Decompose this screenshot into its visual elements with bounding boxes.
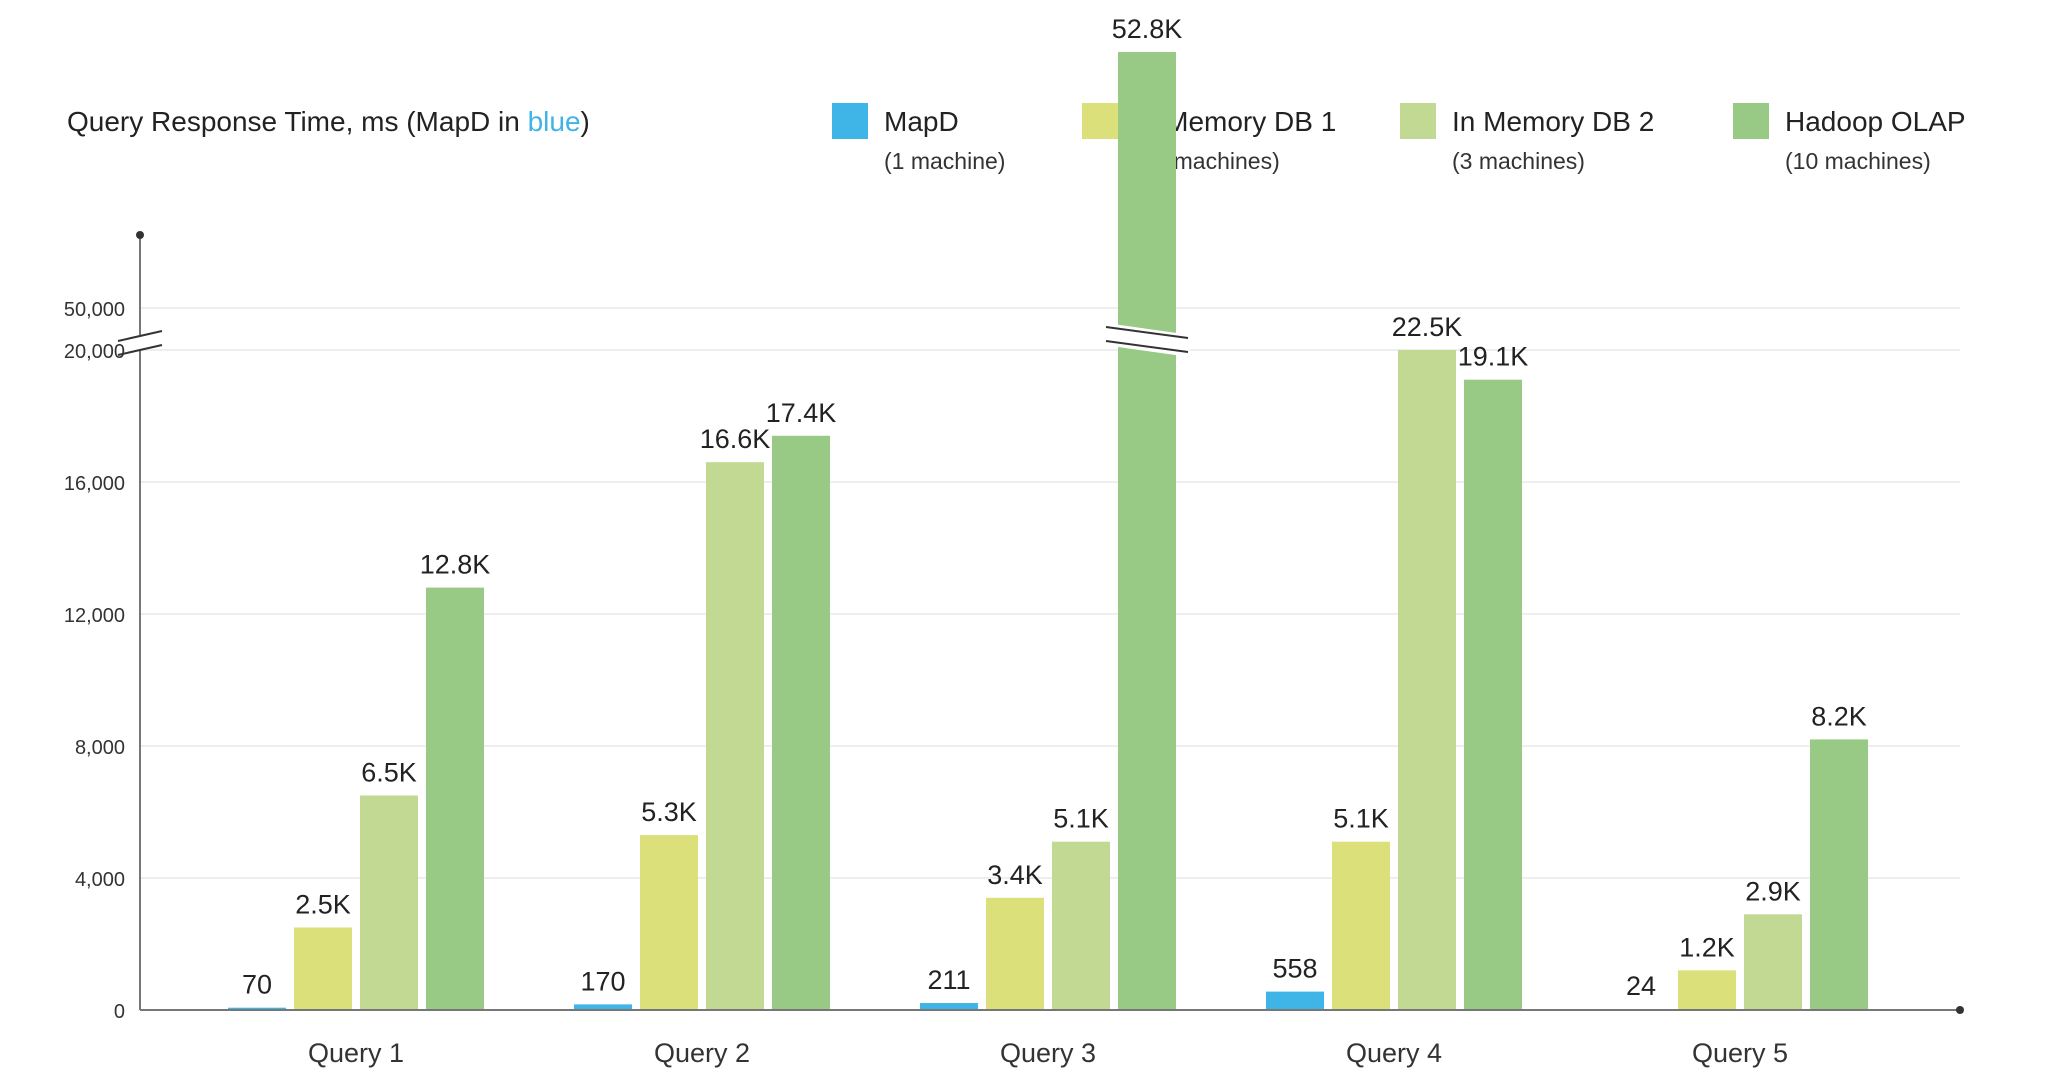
chart-title: Query Response Time, ms (MapD in blue) <box>67 106 590 137</box>
value-label: 24 <box>1626 971 1656 1001</box>
value-label: 3.4K <box>987 860 1043 890</box>
x-tick-label: Query 5 <box>1692 1038 1788 1068</box>
bar-in-memory-db-2-1 <box>360 795 418 1010</box>
bar-in-memory-db-2-5 <box>1744 914 1802 1010</box>
legend-label: Hadoop OLAP <box>1785 106 1966 137</box>
legend-sublabel: (3 machines) <box>1452 148 1585 174</box>
bar-hadoop-olap-3 <box>1118 52 1176 1010</box>
y-axis-break-mark <box>117 330 163 342</box>
chart-title-highlight: blue <box>528 106 581 137</box>
axes <box>117 231 1964 1014</box>
legend-swatch <box>832 103 868 139</box>
x-tick-label: Query 2 <box>654 1038 750 1068</box>
value-label: 17.4K <box>766 398 837 428</box>
legend-sublabel: (1 machine) <box>884 148 1005 174</box>
bar-in-memory-db-2-4 <box>1398 350 1456 1010</box>
x-tick-label: Query 4 <box>1346 1038 1442 1068</box>
bar-mapd-4 <box>1266 991 1324 1010</box>
legend-label: In Memory DB 2 <box>1452 106 1654 137</box>
value-label: 558 <box>1272 954 1317 984</box>
bar-in-memory-db-2-3 <box>1052 841 1110 1010</box>
bar-hadoop-olap-1 <box>426 587 484 1010</box>
value-label: 22.5K <box>1392 312 1463 342</box>
y-tick-label: 16,000 <box>64 473 125 495</box>
value-label: 12.8K <box>420 550 491 580</box>
value-label: 8.2K <box>1811 701 1867 731</box>
bar-in-memory-db-2-2 <box>706 462 764 1010</box>
chart-title-suffix: ) <box>581 106 590 137</box>
bar-in-memory-db-1-4 <box>1332 841 1390 1010</box>
y-axis-break-mark <box>117 344 163 356</box>
x-tick-label: Query 1 <box>308 1038 404 1068</box>
bar-in-memory-db-1-3 <box>986 897 1044 1010</box>
y-tick-label: 8,000 <box>75 737 125 759</box>
y-axis-break-gap <box>118 331 162 355</box>
bar-mapd-3 <box>920 1003 978 1010</box>
bar-break-mark <box>1105 326 1189 339</box>
value-label: 19.1K <box>1458 342 1529 372</box>
legend-label: MapD <box>884 106 959 137</box>
bar-break-mark <box>1105 340 1189 353</box>
bar-hadoop-olap-2 <box>772 435 830 1010</box>
x-axis-end-dot <box>1956 1006 1964 1014</box>
value-label: 2.9K <box>1745 876 1801 906</box>
value-label: 211 <box>927 965 970 995</box>
y-tick-label: 4,000 <box>75 869 125 891</box>
value-label: 16.6K <box>700 424 771 454</box>
legend-swatch <box>1400 103 1436 139</box>
value-label: 170 <box>580 966 625 996</box>
y-axis-end-dot <box>136 231 144 239</box>
value-label: 70 <box>242 970 272 1000</box>
value-label: 5.1K <box>1053 804 1109 834</box>
value-label: 1.2K <box>1679 932 1735 962</box>
value-label: 5.3K <box>641 797 697 827</box>
y-tick-label: 0 <box>114 1001 125 1023</box>
bars <box>228 52 1868 1010</box>
chart-title-prefix: Query Response Time, ms (MapD in <box>67 106 528 137</box>
bar-break-gap <box>1103 323 1192 357</box>
value-label: 2.5K <box>295 890 351 920</box>
value-label: 5.1K <box>1333 804 1389 834</box>
legend-sublabel: (10 machines) <box>1785 148 1931 174</box>
bar-hadoop-olap-4 <box>1464 379 1522 1010</box>
y-tick-label: 12,000 <box>64 605 125 627</box>
y-tick-labels: 0 4,000 8,000 12,000 16,000 20,000 50,000 <box>64 299 125 1023</box>
x-tick-label: Query 3 <box>1000 1038 1096 1068</box>
legend-swatch <box>1082 103 1118 139</box>
bar-in-memory-db-1-5 <box>1678 970 1736 1010</box>
x-tick-labels: Query 1 Query 2 Query 3 Query 4 Query 5 <box>308 1038 1788 1068</box>
value-label: 6.5K <box>361 758 417 788</box>
grid-lines <box>140 307 1960 879</box>
y-tick-label: 20,000 <box>64 341 125 363</box>
bar-in-memory-db-1-2 <box>640 835 698 1010</box>
legend-swatch <box>1733 103 1769 139</box>
bar-hadoop-olap-5 <box>1810 739 1868 1010</box>
legend: MapD(1 machine)In Memory DB 1(10 machine… <box>832 103 1966 174</box>
bar-in-memory-db-1-1 <box>294 927 352 1010</box>
bar-mapd-1 <box>228 1007 286 1010</box>
bar-mapd-2 <box>574 1004 632 1010</box>
y-tick-label: 50,000 <box>64 299 125 321</box>
value-label: 52.8K <box>1112 14 1183 44</box>
